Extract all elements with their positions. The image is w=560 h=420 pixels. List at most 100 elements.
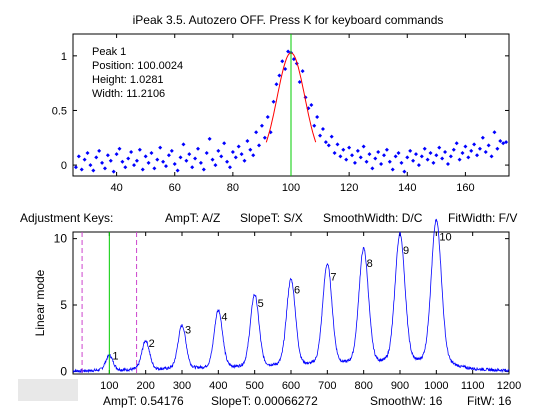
data-point — [166, 153, 171, 158]
data-point — [236, 144, 241, 149]
data-point — [492, 130, 497, 135]
data-point — [309, 103, 314, 107]
data-point — [469, 148, 474, 153]
data-point — [248, 147, 253, 152]
data-point — [230, 149, 235, 154]
x-tick-label: 1000 — [424, 380, 448, 392]
data-point — [312, 123, 317, 128]
x-tick-label: 80 — [227, 182, 239, 194]
data-point — [213, 163, 218, 168]
full-signal-frame — [72, 231, 510, 375]
data-point — [408, 148, 413, 153]
data-point — [120, 159, 125, 164]
adjustment-keys-bar: Adjustment Keys: AmpT: A/Z SlopeT: S/X S… — [20, 211, 517, 225]
data-point — [504, 140, 509, 145]
peak-label: 4 — [221, 311, 227, 323]
data-point — [129, 149, 134, 154]
smoothwidth-keys: SmoothWidth: D/C — [323, 211, 423, 225]
data-point — [172, 161, 177, 166]
data-point — [451, 147, 456, 152]
data-point — [472, 142, 477, 147]
x-tick-label: 160 — [456, 182, 474, 194]
adjustment-keys-label: Adjustment Keys: — [20, 211, 113, 225]
data-point — [117, 146, 122, 151]
data-point — [210, 157, 215, 162]
data-point — [477, 146, 482, 151]
data-point — [257, 143, 262, 148]
data-point — [251, 153, 256, 158]
data-point — [184, 158, 189, 163]
data-point — [161, 159, 166, 164]
x-tick-label: 100 — [282, 182, 300, 194]
data-point — [405, 155, 410, 160]
data-point — [97, 148, 102, 153]
data-point — [486, 143, 491, 148]
data-point — [195, 146, 200, 151]
data-point — [283, 66, 288, 71]
data-point — [164, 164, 169, 169]
peak-info-width: Width: 11.2106 — [92, 88, 165, 100]
data-point — [332, 151, 337, 156]
data-point — [344, 157, 349, 162]
data-point — [187, 152, 192, 157]
data-point — [181, 142, 186, 147]
data-point — [82, 157, 87, 162]
data-point — [175, 168, 180, 173]
full-signal-axes: 0 100 200 300 400 500 600 700 800 900 1000 1100 1200… — [54, 232, 522, 392]
y-tick-label: 0 — [60, 364, 67, 378]
x-tick-label: 800 — [354, 380, 372, 392]
data-point — [300, 69, 305, 74]
data-point — [169, 148, 174, 153]
data-point — [222, 141, 227, 146]
x-tick-label: 900 — [391, 380, 409, 392]
peak-label: 2 — [149, 338, 155, 350]
data-point — [105, 153, 110, 158]
data-point — [440, 156, 445, 161]
peak-label: 7 — [330, 271, 336, 283]
data-point — [489, 154, 494, 159]
y-tick-label: 1 — [61, 51, 67, 63]
x-tick-label: 40 — [110, 182, 122, 194]
data-point — [146, 160, 151, 165]
data-point — [460, 151, 465, 156]
peak-label: 5 — [258, 298, 264, 310]
x-tick-label: 500 — [245, 380, 263, 392]
data-point — [384, 147, 389, 152]
data-point — [422, 146, 427, 151]
peak-label: 3 — [185, 325, 191, 337]
data-point — [254, 130, 259, 135]
x-tick-label: 300 — [173, 380, 191, 392]
data-point — [233, 155, 238, 160]
data-point — [143, 154, 148, 159]
data-point — [355, 148, 360, 153]
zoom-panel: 40 60 80 100 120 140 160 0 0.5 1 Peak 1 Position:… — [52, 33, 510, 194]
data-point — [315, 115, 320, 120]
peak-info-position: Position: 100.0024 — [92, 60, 183, 72]
data-point — [329, 134, 334, 139]
data-point — [434, 153, 439, 158]
data-point — [413, 152, 418, 157]
data-point — [480, 135, 485, 140]
data-point — [132, 163, 137, 168]
y-tick-label: 0.5 — [52, 105, 67, 117]
peak-info-number: Peak 1 — [92, 46, 126, 58]
data-point — [178, 155, 183, 160]
data-point — [364, 159, 369, 164]
data-point — [137, 147, 142, 152]
x-tick-label: 1100 — [461, 380, 485, 392]
data-point — [242, 158, 247, 163]
signal-trace — [72, 218, 510, 374]
data-point — [399, 160, 404, 165]
data-point — [326, 143, 331, 148]
data-point — [225, 159, 230, 164]
slopet-keys: SlopeT: S/X — [240, 211, 303, 225]
data-point — [114, 152, 119, 157]
data-point — [457, 157, 462, 162]
data-point — [379, 161, 384, 166]
data-point — [204, 151, 209, 156]
data-point — [280, 59, 285, 64]
data-point — [320, 127, 325, 132]
data-point — [347, 145, 352, 150]
y-tick-label: 5 — [60, 298, 67, 312]
